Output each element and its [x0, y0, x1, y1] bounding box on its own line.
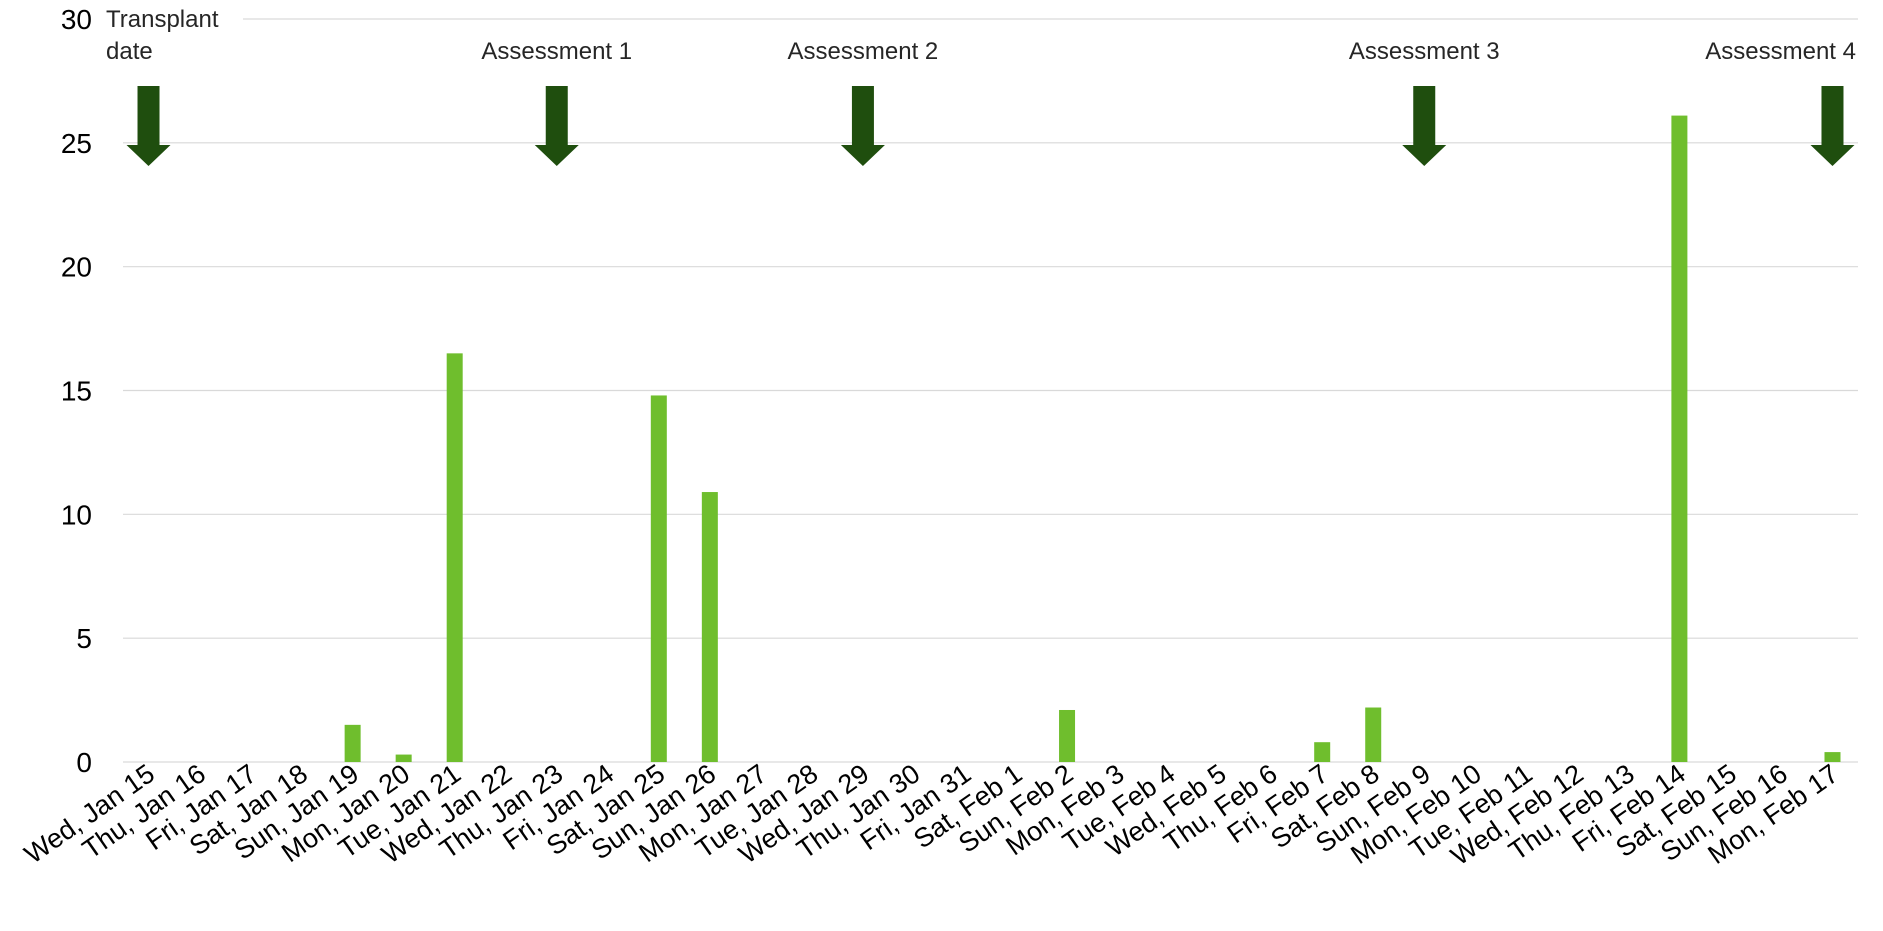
y-axis-ticks: 0 5 10 15 20 25 30	[61, 4, 92, 778]
annotation: Assessment 4	[1705, 38, 1856, 166]
gridlines	[123, 18, 1858, 763]
bar	[395, 754, 412, 762]
y-tick-label: 10	[61, 499, 92, 530]
bar	[650, 395, 667, 762]
annotations: Transplant date Assessment 1 Assessment 2 As…	[106, 6, 1856, 166]
annotation: Transplant date	[106, 6, 219, 166]
annotation: Assessment 1	[481, 38, 632, 166]
bars	[344, 115, 1841, 763]
annotation-label: Assessment 4	[1705, 38, 1856, 65]
annotation-label: Transplant date	[106, 6, 219, 65]
down-arrow-icon	[1810, 86, 1855, 166]
annotation-label: Assessment 2	[788, 38, 939, 65]
y-tick-label: 5	[76, 623, 92, 654]
y-tick-label: 15	[61, 376, 92, 407]
y-tick-label: 0	[76, 747, 92, 778]
annotation: Assessment 2	[788, 38, 939, 166]
down-arrow-icon	[1402, 86, 1447, 166]
annotation-label: Assessment 1	[481, 38, 632, 65]
down-arrow-icon	[840, 86, 885, 166]
bar	[1824, 752, 1841, 762]
annotation: Assessment 3	[1349, 38, 1500, 166]
bar	[1671, 115, 1688, 763]
down-arrow-icon	[534, 86, 579, 166]
y-tick-label: 20	[61, 252, 92, 283]
bar	[1314, 742, 1331, 762]
bar	[344, 724, 361, 762]
bar	[701, 492, 718, 762]
y-tick-label: 25	[61, 128, 92, 159]
bar	[446, 353, 463, 762]
down-arrow-icon	[126, 86, 171, 166]
y-tick-label: 30	[61, 4, 92, 35]
annotation-label: Assessment 3	[1349, 38, 1500, 65]
bar	[1365, 707, 1382, 762]
bar	[1059, 709, 1076, 762]
